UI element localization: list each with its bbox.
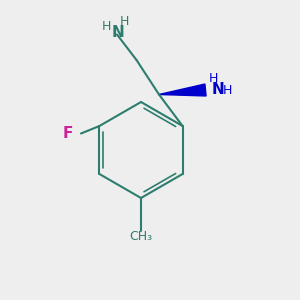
Text: H: H — [102, 20, 111, 34]
Polygon shape — [159, 84, 206, 96]
Text: N: N — [111, 25, 124, 40]
Text: CH₃: CH₃ — [129, 230, 153, 243]
Text: H: H — [222, 83, 232, 97]
Text: N: N — [212, 82, 225, 98]
Text: F: F — [63, 126, 73, 141]
Text: H: H — [120, 15, 129, 28]
Text: H: H — [209, 72, 219, 85]
